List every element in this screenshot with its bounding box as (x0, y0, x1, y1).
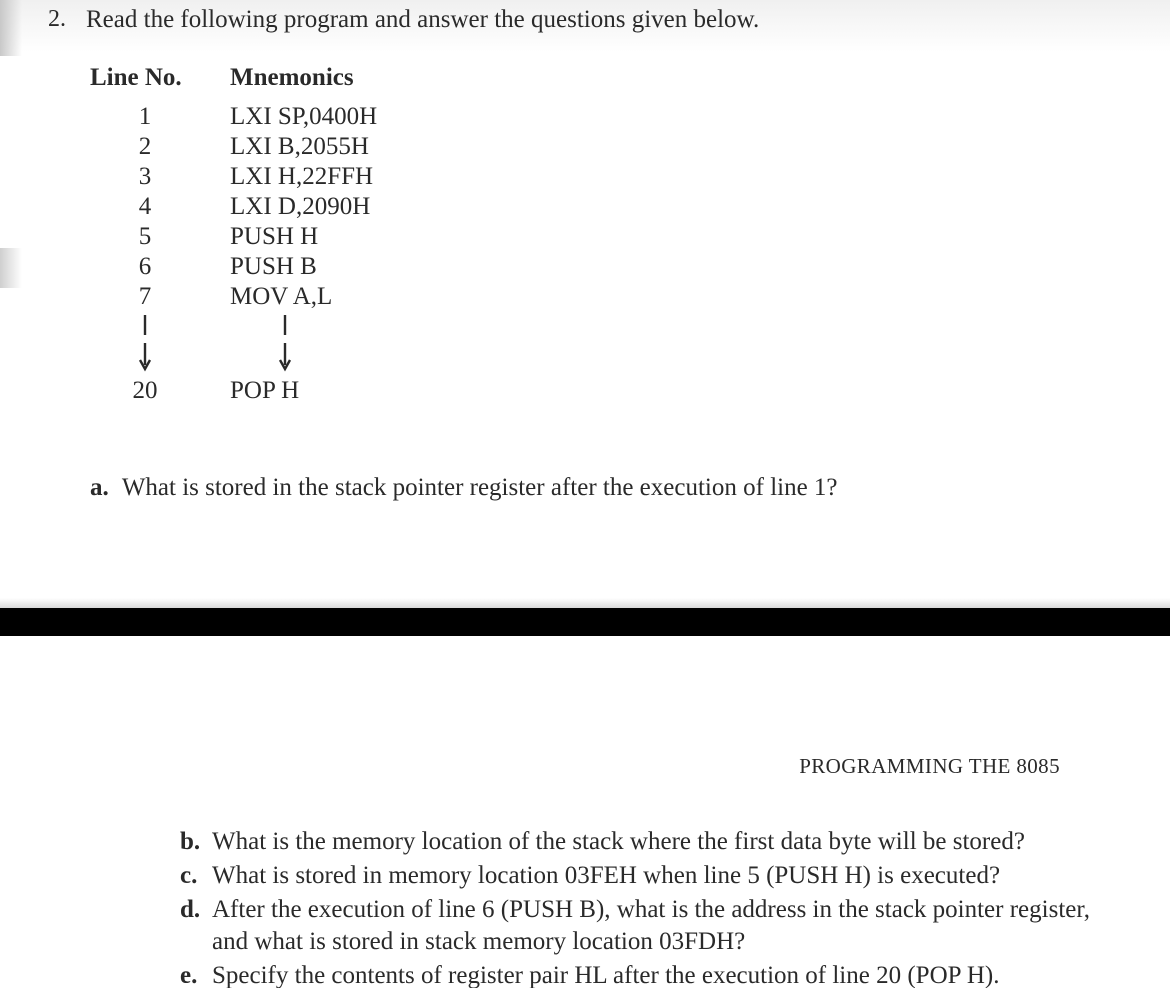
sub-question-e: e. Specify the contents of register pair… (180, 960, 1090, 988)
mnemonic: LXI SP,0400H (230, 102, 407, 132)
page: 2. Read the following program and answer… (0, 0, 1170, 988)
line-no: 5 (90, 222, 230, 252)
page-break-bar (0, 608, 1170, 636)
table-row: 3LXI H,22FFH (90, 162, 407, 192)
sub-text: What is the memory location of the stack… (212, 826, 1090, 858)
question-prompt: Read the following program and answer th… (86, 6, 759, 33)
question-block: 2. Read the following program and answer… (48, 6, 1130, 34)
line-no: 6 (90, 252, 230, 282)
line-no: 7 (90, 282, 230, 312)
scan-edge (0, 248, 22, 288)
sub-question-a: a. What is stored in the stack pointer r… (90, 474, 1110, 502)
line-no: 3 (90, 162, 230, 192)
mnemonic: PUSH B (230, 252, 407, 282)
sub-text: What is stored in memory location 03FEH … (212, 860, 1090, 892)
sub-question-b: b. What is the memory location of the st… (180, 826, 1090, 858)
code-table: Line No. Mnemonics 1LXI SP,0400H 2LXI B,… (90, 60, 407, 406)
mnemonic: PUSH H (230, 222, 407, 252)
table-row: 6PUSH B (90, 252, 407, 282)
sub-label: b. (180, 826, 212, 858)
continuation-arrow-icon (90, 312, 230, 376)
sub-label: a. (90, 474, 116, 502)
page-break-shadow (0, 598, 1170, 608)
header-line-no: Line No. (90, 60, 230, 102)
mnemonic: MOV A,L (230, 282, 407, 312)
table-row: 2LXI B,2055H (90, 132, 407, 162)
running-head: PROGRAMMING THE 8085 (799, 754, 1060, 779)
mnemonic: LXI D,2090H (230, 192, 407, 222)
arrow-row (90, 312, 407, 376)
sub-question-list: b. What is the memory location of the st… (180, 826, 1090, 988)
sub-question-d: d. After the execution of line 6 (PUSH B… (180, 894, 1090, 958)
scan-edge (0, 0, 22, 56)
table-row: 4LXI D,2090H (90, 192, 407, 222)
line-no: 4 (90, 192, 230, 222)
header-mnemonics: Mnemonics (230, 60, 407, 102)
continuation-arrow-icon (230, 312, 407, 376)
sub-label: e. (180, 960, 212, 988)
line-no: 2 (90, 132, 230, 162)
sub-label: c. (180, 860, 212, 892)
line-no: 20 (90, 376, 230, 406)
table-header-row: Line No. Mnemonics (90, 60, 407, 102)
mnemonic: LXI B,2055H (230, 132, 407, 162)
table-row: 1LXI SP,0400H (90, 102, 407, 132)
table-row: 5PUSH H (90, 222, 407, 252)
sub-text: After the execution of line 6 (PUSH B), … (212, 894, 1090, 958)
table-row: 7MOV A,L (90, 282, 407, 312)
table-row: 20POP H (90, 376, 407, 406)
sub-text: What is stored in the stack pointer regi… (122, 474, 838, 501)
program-listing: Line No. Mnemonics 1LXI SP,0400H 2LXI B,… (90, 60, 407, 406)
sub-question-c: c. What is stored in memory location 03F… (180, 860, 1090, 892)
mnemonic: LXI H,22FFH (230, 162, 407, 192)
mnemonic: POP H (230, 376, 407, 406)
lower-page: PROGRAMMING THE 8085 b. What is the memo… (0, 636, 1170, 988)
sub-label: d. (180, 894, 212, 958)
line-no: 1 (90, 102, 230, 132)
sub-text: Specify the contents of register pair HL… (212, 960, 1090, 988)
question-number: 2. (48, 6, 82, 33)
